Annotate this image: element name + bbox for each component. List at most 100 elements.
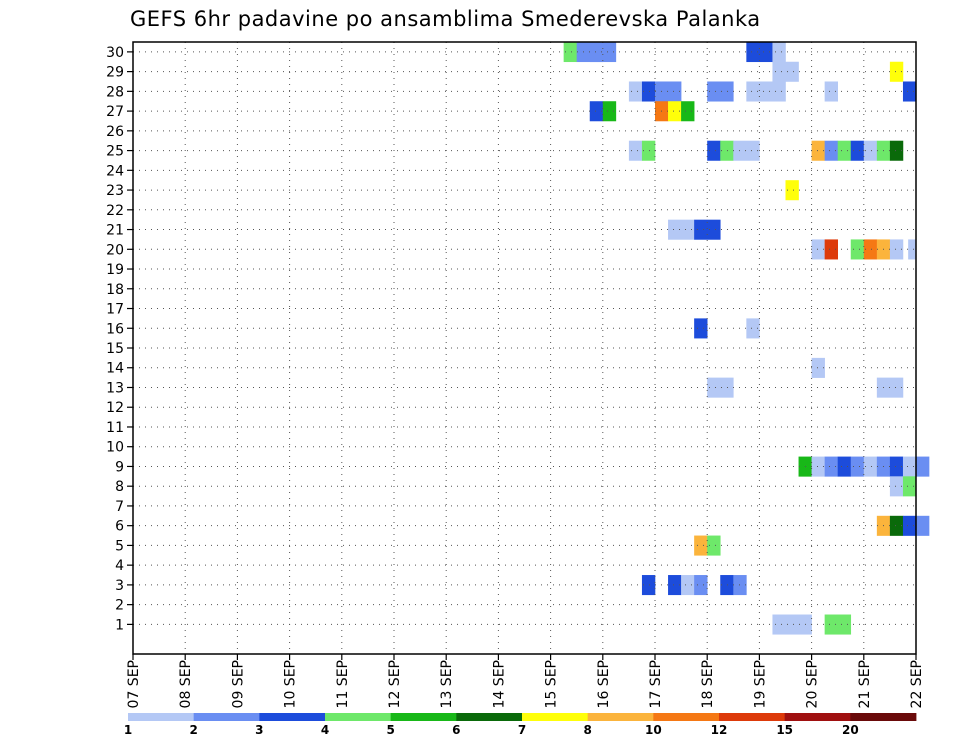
y-tick-label: 10: [106, 440, 124, 456]
y-tick-label: 18: [106, 282, 124, 298]
x-tick-label: 09 SEP: [230, 660, 246, 708]
heatmap-cell: [772, 614, 812, 635]
heatmap-cell: [694, 318, 708, 339]
heatmap-cell: [889, 476, 904, 497]
y-tick-label: 21: [106, 223, 124, 239]
y-tick-label: 23: [106, 183, 124, 199]
x-tick-label: 19 SEP: [752, 660, 768, 708]
y-tick-label: 14: [106, 361, 124, 377]
heatmap-cell: [746, 42, 760, 63]
colorbar-tick-label: 2: [189, 723, 197, 737]
heatmap-cell: [707, 377, 734, 398]
heatmap-cell: [628, 81, 643, 102]
heatmap-cell: [641, 140, 656, 161]
y-tick-label: 6: [115, 519, 124, 535]
heatmap-cell: [589, 101, 604, 122]
y-tick-label: 1: [115, 617, 124, 633]
heatmap-cell: [850, 456, 865, 477]
y-tick-label: 8: [115, 479, 124, 495]
y-tick-label: 3: [115, 578, 124, 594]
heatmap-cell: [707, 81, 721, 102]
y-tick-label: 27: [106, 104, 124, 120]
heatmap-cell: [589, 42, 604, 63]
heatmap-cell: [668, 101, 682, 122]
heatmap-cell: [902, 515, 917, 536]
y-tick-label: 29: [106, 65, 124, 81]
heatmap-cell: [863, 140, 878, 161]
heatmap-cell: [902, 81, 917, 102]
heatmap-cell: [694, 535, 708, 556]
x-tick-label: 14 SEP: [491, 660, 507, 708]
heatmap-cell: [785, 180, 799, 201]
heatmap-cell: [641, 575, 656, 596]
heatmap-cell: [811, 456, 825, 477]
x-tick-label: 21 SEP: [857, 660, 873, 708]
colorbar-segment: [193, 713, 260, 721]
heatmap-cell: [641, 81, 656, 102]
colorbar-tick-label: 7: [518, 723, 526, 737]
heatmap-cell: [863, 456, 878, 477]
heatmap-cell: [889, 515, 904, 536]
colorbar-segment: [850, 713, 917, 721]
chart-title: GEFS 6hr padavine po ansamblima Smederev…: [130, 7, 761, 31]
y-tick-label: 25: [106, 144, 124, 160]
heatmap-cell: [811, 140, 825, 161]
colorbar-tick-label: 15: [776, 723, 793, 737]
y-tick-label: 20: [106, 242, 124, 258]
plot-frame: [132, 41, 917, 655]
heatmap-cell: [720, 81, 734, 102]
x-tick-label: 15 SEP: [544, 660, 560, 708]
heatmap-cell: [759, 42, 773, 63]
heatmap-cell: [850, 140, 865, 161]
heatmap-cell: [916, 456, 930, 477]
x-tick-label: 10 SEP: [283, 660, 299, 708]
heatmap-cell: [681, 575, 695, 596]
heatmap-cell: [824, 456, 838, 477]
y-tick-label: 30: [106, 45, 124, 61]
y-tick-label: 5: [115, 538, 124, 554]
y-tick-label: 28: [106, 84, 124, 100]
colorbar-tick-label: 5: [386, 723, 394, 737]
heatmap-cell: [850, 239, 865, 260]
heatmap-cell: [824, 614, 852, 635]
colorbar-segment: [719, 713, 786, 721]
heatmap-cell: [811, 357, 825, 378]
y-tick-label: 2: [115, 598, 124, 614]
heatmap-cell: [902, 456, 917, 477]
colorbar-segment: [128, 713, 195, 721]
y-tick-label: 11: [106, 420, 124, 436]
heatmap-cell: [889, 239, 904, 260]
heatmap-cell: [602, 42, 617, 63]
heatmap-cell: [602, 101, 617, 122]
colorbar-segment: [784, 713, 851, 721]
y-tick-label: 16: [106, 321, 124, 337]
heatmap-cell: [889, 61, 904, 82]
x-tick-label: 16 SEP: [596, 660, 612, 708]
heatmap-cell: [707, 535, 721, 556]
y-tick-label: 19: [106, 262, 124, 278]
y-tick-label: 13: [106, 380, 124, 396]
heatmap-cell: [772, 61, 799, 82]
heatmap-cell: [694, 219, 721, 240]
x-tick-label: 18 SEP: [700, 660, 716, 708]
grid-lines: [133, 42, 916, 654]
heatmap-cell: [902, 476, 917, 497]
colorbar-tick-label: 8: [583, 723, 591, 737]
heatmap-cell: [694, 575, 708, 596]
x-tick-label: 20 SEP: [805, 660, 821, 708]
colorbar-tick-label: 6: [452, 723, 460, 737]
colorbar-segment: [456, 713, 523, 721]
colorbar-tick-label: 4: [321, 723, 329, 737]
colorbar-segment: [653, 713, 720, 721]
heatmap-cell: [824, 140, 838, 161]
heatmap-cell: [720, 575, 734, 596]
heatmap-cell: [655, 81, 682, 102]
heatmap-cell: [863, 239, 878, 260]
heatmap-cell: [916, 515, 930, 536]
heatmap-cell: [772, 42, 786, 63]
y-tick-label: 4: [115, 558, 124, 574]
plot-border: [132, 41, 917, 655]
heatmap-cell: [668, 219, 695, 240]
